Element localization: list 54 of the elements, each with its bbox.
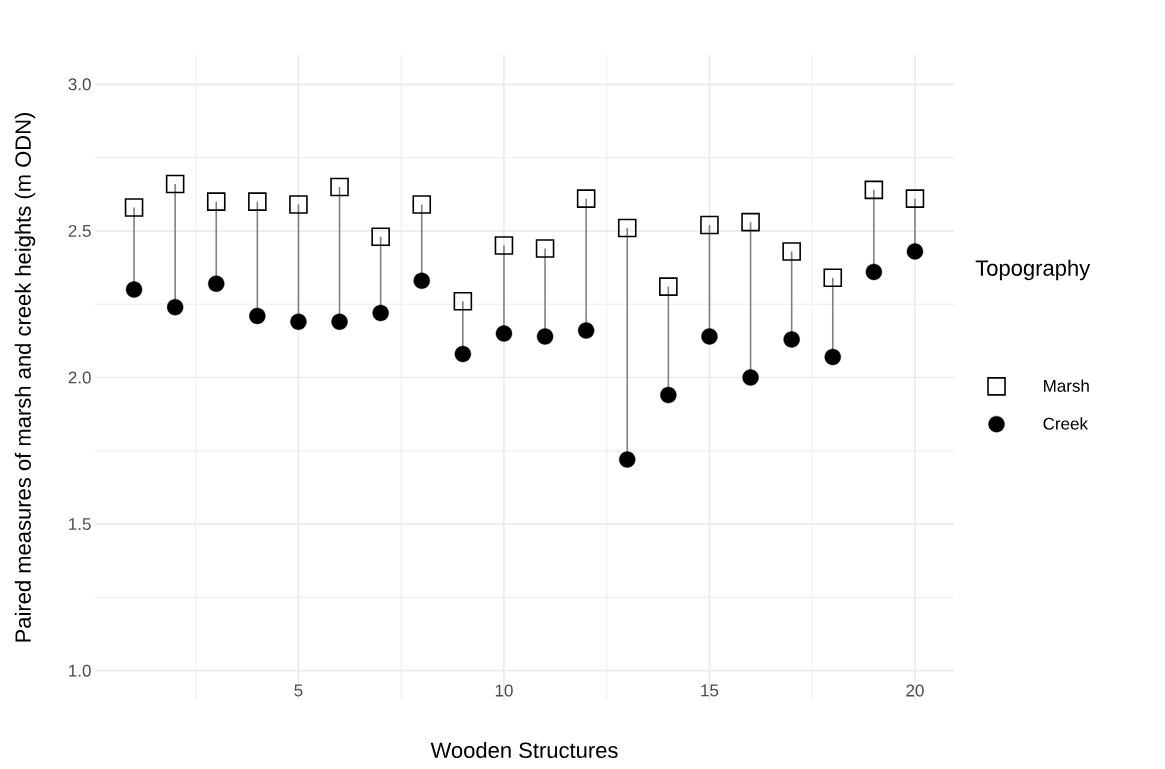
point: [412, 195, 432, 214]
point: [741, 212, 760, 232]
point: [495, 325, 513, 342]
point: [289, 195, 308, 214]
x-tick-label: 15: [701, 684, 719, 697]
x-axis-title: Wooden Structures: [430, 741, 618, 759]
point: [864, 180, 884, 200]
point: [413, 272, 430, 289]
point: [660, 386, 677, 404]
y-tick-label: 2.0: [68, 371, 91, 384]
point: [330, 177, 349, 197]
point: [371, 227, 390, 247]
y-tick-label: 3.0: [68, 78, 91, 91]
point: [494, 236, 514, 255]
point: [659, 277, 678, 296]
point: [577, 322, 595, 339]
point: [331, 313, 348, 330]
point: [742, 369, 759, 386]
point: [576, 189, 596, 208]
point: [454, 345, 472, 363]
legend-label: Creek: [1043, 417, 1089, 430]
point: [536, 328, 554, 345]
y-tick-label: 1.5: [69, 518, 91, 531]
point: [125, 281, 143, 298]
point: [249, 307, 266, 325]
point: [166, 298, 184, 316]
x-tick-label: 20: [906, 684, 924, 697]
point: [206, 192, 226, 211]
point: [783, 331, 800, 348]
y-tick-label: 2.5: [68, 224, 91, 237]
point: [823, 268, 843, 288]
point: [208, 275, 225, 292]
point: [906, 243, 924, 260]
point: [165, 174, 185, 194]
point: [619, 451, 636, 468]
point: [535, 239, 555, 258]
point: [290, 313, 307, 330]
y-tick-label: 1.0: [69, 664, 91, 677]
x-tick-label: 10: [495, 684, 513, 697]
legend-title: Topography: [975, 259, 1091, 281]
point: [453, 291, 473, 311]
x-tick-label: 5: [294, 684, 303, 697]
point: [617, 218, 637, 238]
point: [701, 328, 718, 345]
point: [372, 304, 389, 322]
point: [700, 215, 719, 235]
point: [124, 198, 144, 217]
point: [824, 348, 841, 366]
point: [248, 192, 267, 211]
legend-label: Marsh: [1044, 379, 1089, 392]
point: [865, 263, 883, 281]
point: [905, 189, 925, 208]
y-axis-title: Paired measures of marsh and creek heights (m ODN): [14, 113, 36, 642]
point: [782, 242, 801, 261]
